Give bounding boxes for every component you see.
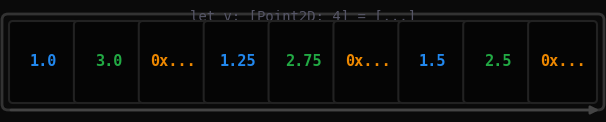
FancyBboxPatch shape [139,21,208,103]
Text: 2.5: 2.5 [484,55,511,70]
FancyBboxPatch shape [398,21,467,103]
Text: 0x...: 0x... [345,55,391,70]
FancyBboxPatch shape [74,21,143,103]
FancyBboxPatch shape [2,14,604,110]
FancyBboxPatch shape [268,21,338,103]
Text: 1.0: 1.0 [30,55,57,70]
Text: let v: [Point2D; 4] = [...]: let v: [Point2D; 4] = [...] [190,10,416,24]
Text: 3.0: 3.0 [95,55,122,70]
FancyBboxPatch shape [528,21,597,103]
FancyBboxPatch shape [204,21,273,103]
Text: 1.5: 1.5 [419,55,447,70]
Text: 1.25: 1.25 [220,55,256,70]
Text: 2.75: 2.75 [285,55,321,70]
FancyBboxPatch shape [463,21,532,103]
Text: 0x...: 0x... [150,55,196,70]
Text: 0x...: 0x... [540,55,585,70]
FancyBboxPatch shape [333,21,402,103]
FancyBboxPatch shape [9,21,78,103]
